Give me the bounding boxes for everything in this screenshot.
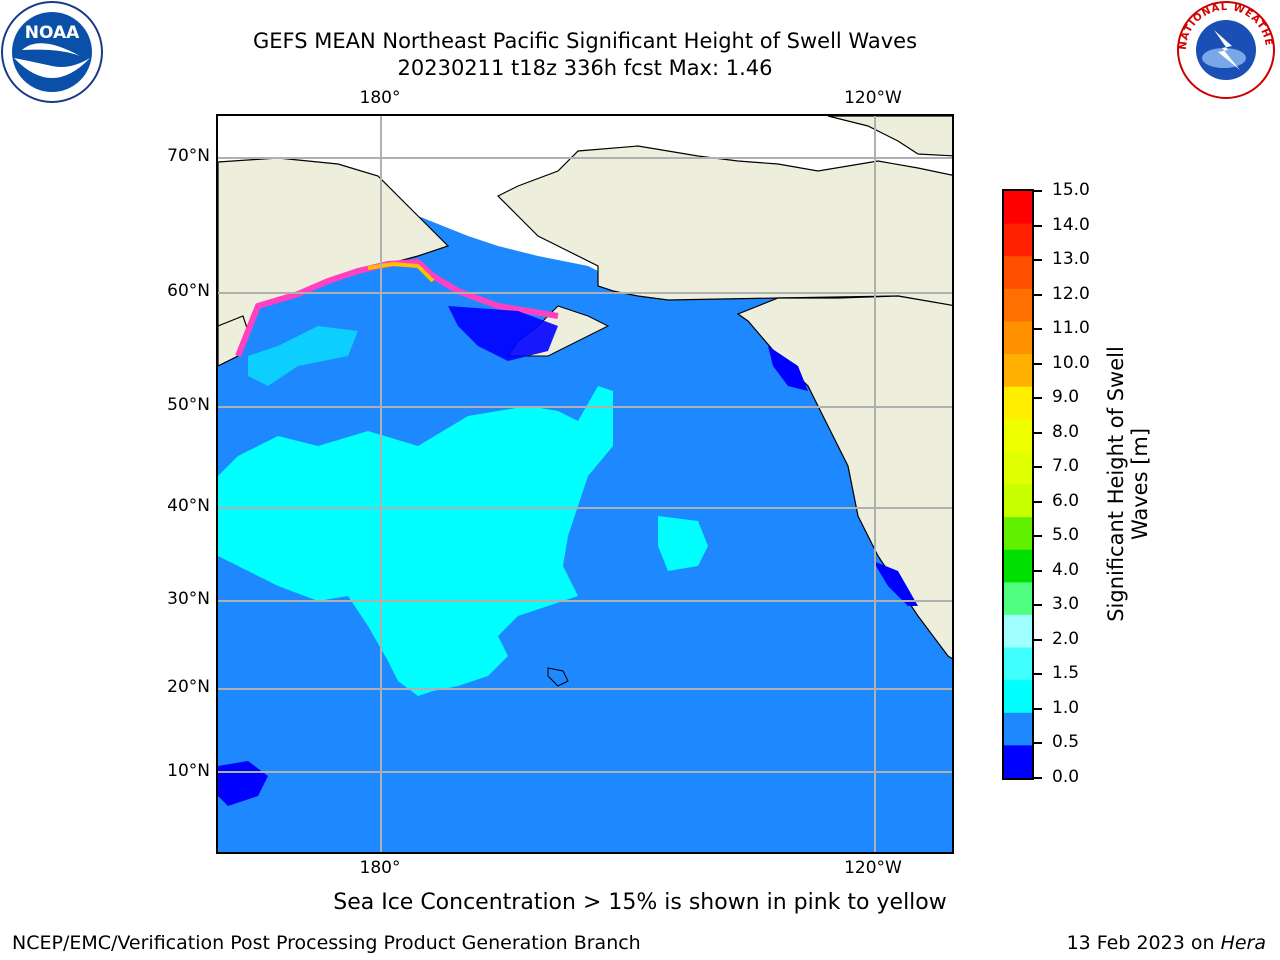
lon-label-bottom-180: 180°: [359, 858, 401, 878]
colorbar-tick: [1034, 431, 1042, 434]
colorbar-tick: [1034, 673, 1042, 676]
colorbar-tick-label: 15.0: [1052, 180, 1090, 200]
colorbar-tick-label: 11.0: [1052, 318, 1090, 339]
footer-host: Hera: [1220, 932, 1266, 954]
lat-label-10n: 10°N: [167, 761, 210, 781]
colorbar-swatches: [1004, 191, 1032, 778]
colorbar-tick-label: 0.0: [1052, 767, 1080, 787]
colorbar-swatch: [1004, 354, 1032, 388]
colorbar-tick: [1034, 224, 1042, 227]
colorbar-swatch: [1004, 745, 1032, 778]
colorbar-tick: [1034, 190, 1042, 192]
colorbar-tick: [1034, 707, 1042, 710]
colorbar-tick: [1034, 397, 1042, 400]
colorbar-tick-label: 1.0: [1052, 697, 1080, 718]
colorbar-tick: [1034, 466, 1042, 469]
colorbar-tick-label: 10.0: [1052, 352, 1090, 373]
low-swell-gulf-alaska: [448, 306, 558, 361]
swell-1-1.5m-north: [248, 326, 358, 386]
colorbar-tick-label: 4.0: [1052, 559, 1080, 580]
swell-1-1.5m-east: [658, 516, 708, 571]
colorbar-title-line2: Waves [m]: [1128, 427, 1152, 541]
colorbar-swatch: [1004, 419, 1032, 453]
colorbar-swatch: [1004, 549, 1032, 583]
map-panel: [216, 114, 954, 854]
colorbar-tick-label: 6.0: [1052, 490, 1080, 511]
colorbar: [1002, 189, 1034, 780]
arctic-islands-land: [827, 116, 952, 157]
colorbar-tick: [1034, 259, 1042, 262]
colorbar-tick: [1034, 777, 1042, 779]
low-swell-bc-coast: [768, 346, 808, 391]
lat-label-20n: 20°N: [167, 677, 210, 697]
colorbar-swatch: [1004, 614, 1032, 649]
colorbar-swatch: [1004, 647, 1032, 681]
colorbar-tick: [1034, 328, 1042, 331]
colorbar-tick: [1034, 569, 1042, 572]
footer-right: 13 Feb 2023 on Hera: [1067, 932, 1266, 954]
colorbar-tick-label: 7.0: [1052, 456, 1080, 477]
colorbar-tick-label: 5.0: [1052, 525, 1080, 546]
lat-label-30n: 30°N: [167, 589, 210, 609]
colorbar-swatch: [1004, 517, 1032, 551]
colorbar-tick-label: 14.0: [1052, 214, 1090, 235]
colorbar-tick: [1034, 604, 1042, 607]
colorbar-tick-label: 8.0: [1052, 421, 1080, 442]
colorbar-swatch: [1004, 582, 1032, 616]
noaa-logo-text: NOAA: [25, 23, 80, 43]
colorbar-tick-label: 1.5: [1052, 663, 1080, 684]
colorbar-swatch: [1004, 451, 1032, 485]
colorbar-title-line1: Significant Height of Swell: [1104, 346, 1128, 622]
colorbar-tick: [1034, 362, 1042, 365]
colorbar-tick-label: 0.5: [1052, 732, 1080, 753]
footer-date: 13 Feb 2023 on: [1066, 932, 1221, 954]
colorbar-swatch: [1004, 680, 1032, 714]
colorbar-tick: [1034, 293, 1042, 296]
map-title-line2: 20230211 t18z 336h fcst Max: 1.46: [397, 56, 773, 80]
colorbar-tick-label: 13.0: [1052, 249, 1090, 270]
map-canvas: [218, 116, 952, 852]
low-swell-california-coast: [873, 561, 918, 606]
hawaii-islands: [547, 667, 569, 687]
lat-label-70n: 70°N: [167, 146, 210, 166]
colorbar-swatch: [1004, 223, 1032, 257]
graticule: [218, 116, 952, 852]
nws-logo: NATIONAL WEATHER SERVICE: [1170, 0, 1279, 105]
lon-label-top-180: 180°: [359, 88, 401, 108]
colorbar-tick-label: 2.0: [1052, 628, 1080, 649]
lat-label-40n: 40°N: [167, 496, 210, 516]
colorbar-tick-label: 3.0: [1052, 594, 1080, 615]
sea-ice-note: Sea Ice Concentration > 15% is shown in …: [333, 890, 947, 915]
colorbar-tick: [1034, 638, 1042, 641]
footer-left: NCEP/EMC/Verification Post Processing Pr…: [12, 932, 641, 954]
colorbar-tick: [1034, 500, 1042, 503]
colorbar-swatch: [1004, 386, 1032, 420]
north-america-land: [736, 295, 952, 660]
noaa-logo: NOAA: [0, 0, 105, 105]
lon-label-top-120w: 120°W: [844, 88, 902, 108]
colorbar-tick-label: 12.0: [1052, 283, 1090, 304]
colorbar-tick: [1034, 535, 1042, 538]
colorbar-tick: [1034, 742, 1042, 745]
colorbar-swatch: [1004, 288, 1032, 322]
kamchatka-land: [218, 315, 249, 367]
lat-label-50n: 50°N: [167, 395, 210, 415]
colorbar-swatch: [1004, 321, 1032, 355]
lat-label-60n: 60°N: [167, 281, 210, 301]
colorbar-swatch: [1004, 484, 1032, 518]
colorbar-swatch: [1004, 256, 1032, 290]
swell-1-1.5m-central: [218, 386, 613, 696]
lon-label-bottom-120w: 120°W: [844, 858, 902, 878]
colorbar-swatch: [1004, 191, 1032, 225]
colorbar-tick-label: 9.0: [1052, 387, 1080, 408]
map-title-line1: GEFS MEAN Northeast Pacific Significant …: [252, 29, 918, 53]
colorbar-swatch: [1004, 712, 1032, 746]
